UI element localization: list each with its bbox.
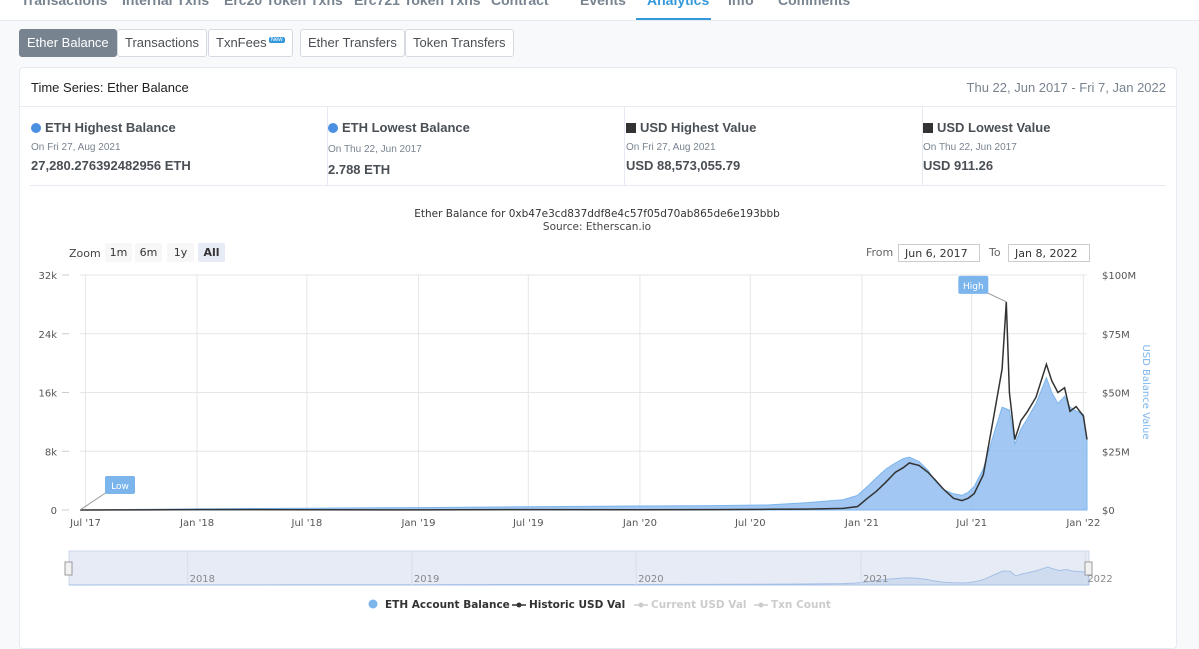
stat-date: On Thu 22, Jun 2017	[328, 144, 422, 155]
stat-value: 27,280.276392482956 ETH	[31, 158, 191, 173]
black-square-icon	[626, 123, 636, 133]
stat-label: USD Lowest Value	[923, 120, 1050, 135]
zoom-button-label: 6m	[140, 246, 158, 259]
zoom-button-1y[interactable]: 1y	[167, 243, 194, 262]
stat-label: ETH Highest Balance	[31, 120, 176, 135]
tab-contract[interactable]: Contract	[491, 0, 549, 8]
subtab-transactions[interactable]: Transactions	[117, 29, 207, 57]
subtab-token-transfers[interactable]: Token Transfers	[405, 29, 514, 57]
stat-eth-lowest: ETH Lowest Balance On Thu 22, Jun 2017 2…	[327, 107, 625, 185]
subtab-txnfees-label: TxnFees	[216, 35, 267, 50]
zoom-button-6m[interactable]: 6m	[135, 243, 162, 262]
stat-usd-lowest: USD Lowest Value On Thu 22, Jun 2017 USD…	[922, 107, 1199, 185]
stat-value: 2.788 ETH	[328, 162, 391, 177]
stats-row: ETH Highest Balance On Fri 27, Aug 2021 …	[30, 107, 1166, 186]
blue-dot-icon	[328, 123, 338, 133]
to-label: To	[989, 246, 1001, 259]
tab-erc20-token-txns[interactable]: Erc20 Token Txns	[224, 0, 343, 8]
stat-value: USD 911.26	[923, 158, 994, 173]
to-date-input[interactable]: Jan 8, 2022	[1008, 244, 1090, 262]
zoom-buttons: 1m 6m 1y All	[105, 243, 225, 262]
stat-date: On Fri 27, Aug 2021	[31, 142, 121, 153]
tab-info[interactable]: Info	[728, 0, 754, 8]
from-label: From	[866, 246, 894, 259]
zoom-button-1m[interactable]: 1m	[105, 243, 132, 262]
card-date-range: Thu 22, Jun 2017 - Fri 7, Jan 2022	[966, 80, 1166, 95]
card-title: Time Series: Ether Balance	[31, 80, 189, 95]
zoom-button-All[interactable]: All	[198, 243, 225, 262]
stat-usd-highest: USD Highest Value On Fri 27, Aug 2021 US…	[625, 107, 923, 185]
ether-balance-card: Time Series: Ether Balance Thu 22, Jun 2…	[19, 67, 1177, 649]
subtab-ether-transfers[interactable]: Ether Transfers	[300, 29, 405, 57]
zoom-button-label: 1y	[174, 246, 188, 259]
zoom-button-bg	[167, 243, 194, 262]
active-tab-indicator	[636, 18, 711, 20]
stat-date: On Fri 27, Aug 2021	[626, 142, 716, 153]
zoom-button-bg	[105, 243, 132, 262]
stat-value: USD 88,573,055.79	[626, 158, 741, 173]
top-tab-bar: Transactions Internal Txns Erc20 Token T…	[0, 0, 1199, 21]
tab-erc721-token-txns[interactable]: Erc721 Token Txns	[354, 0, 481, 8]
stat-date: On Thu 22, Jun 2017	[923, 142, 1017, 153]
stat-label: USD Highest Value	[626, 120, 756, 135]
stat-eth-highest: ETH Highest Balance On Fri 27, Aug 2021 …	[30, 107, 328, 185]
black-square-icon	[923, 123, 933, 133]
card-header: Time Series: Ether Balance Thu 22, Jun 2…	[20, 68, 1176, 107]
zoom-button-label: All	[203, 246, 219, 259]
tab-transactions[interactable]: Transactions	[21, 0, 108, 8]
zoom-button-label: 1m	[110, 246, 128, 259]
from-date-input[interactable]: Jun 6, 2017	[898, 244, 980, 262]
tab-comments[interactable]: Comments	[778, 0, 851, 8]
blue-dot-icon	[31, 123, 41, 133]
new-badge: New	[268, 37, 285, 43]
subtab-txnfees[interactable]: TxnFees New	[208, 29, 293, 57]
tab-internal-txns[interactable]: Internal Txns	[122, 0, 210, 8]
tab-analytics[interactable]: Analytics	[647, 0, 710, 8]
subtab-ether-balance[interactable]: Ether Balance	[19, 29, 117, 57]
stat-label: ETH Lowest Balance	[328, 120, 470, 135]
zoom-button-bg	[198, 243, 225, 262]
zoom-button-bg	[135, 243, 162, 262]
tab-events[interactable]: Events	[580, 0, 626, 8]
